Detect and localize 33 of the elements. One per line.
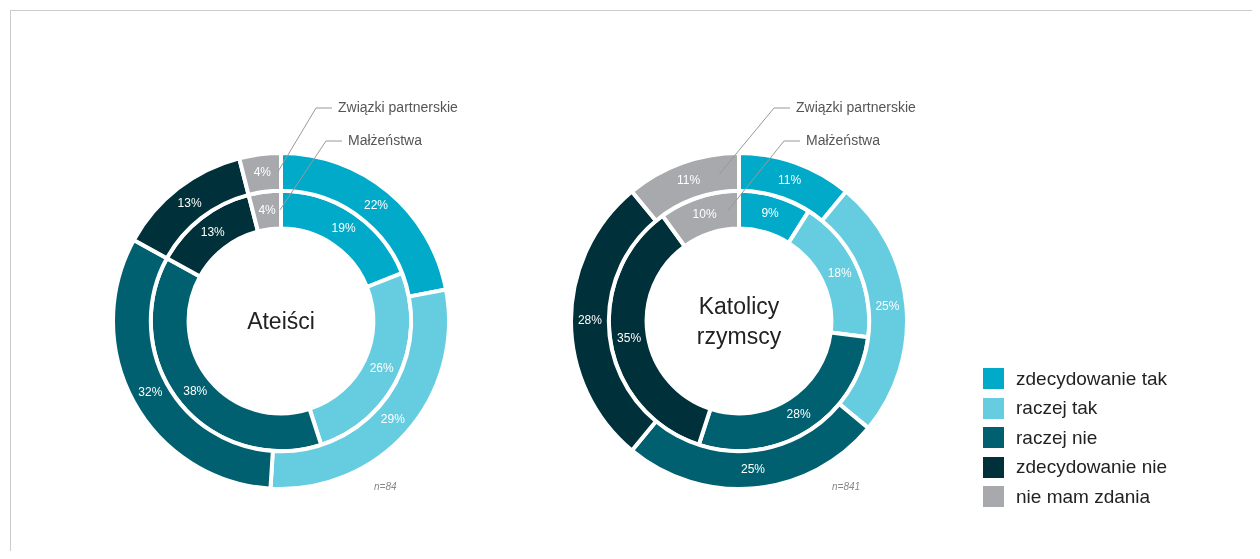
legend-label: nie mam zdania [1016, 485, 1151, 508]
data-label: 18% [827, 265, 853, 280]
slice-label: Związki partnerskie [338, 98, 459, 115]
data-label: 28% [577, 313, 603, 328]
data-label: 29% [380, 411, 406, 426]
data-label: 32% [138, 385, 163, 400]
data-label: 22% [364, 198, 389, 213]
text: n=84 [374, 481, 397, 492]
data-label: 28% [786, 407, 811, 422]
data-label: 4% [253, 165, 272, 180]
data-label: 19% [331, 221, 356, 236]
data-label: 38% [183, 384, 208, 399]
data-label: 26% [369, 360, 395, 375]
data-label: 25% [875, 299, 900, 314]
data-label: 9% [761, 206, 780, 221]
legend-label: zdecydowanie nie [1016, 456, 1168, 479]
text: n=841 [832, 481, 861, 492]
legend-label: raczej tak [1016, 397, 1098, 420]
data-label: 10% [692, 207, 717, 222]
slice-label: Związki partnerskie [796, 98, 917, 115]
data-label: 13% [177, 195, 202, 210]
data-label: 35% [617, 330, 642, 345]
data-label: 11% [777, 173, 802, 188]
data-label: 11% [676, 173, 701, 188]
slice-label: Małżeństwa [806, 131, 881, 148]
data-label: 25% [741, 461, 766, 476]
slice-label: Małżeństwa [348, 131, 423, 148]
legend-label: zdecydowanie tak [1016, 367, 1168, 390]
text: Katolicy rzymscy [695, 292, 783, 351]
data-label: 13% [200, 225, 226, 240]
text: Ateiści [246, 307, 316, 336]
legend-label: raczej nie [1016, 426, 1098, 449]
data-label: 4% [258, 202, 277, 217]
